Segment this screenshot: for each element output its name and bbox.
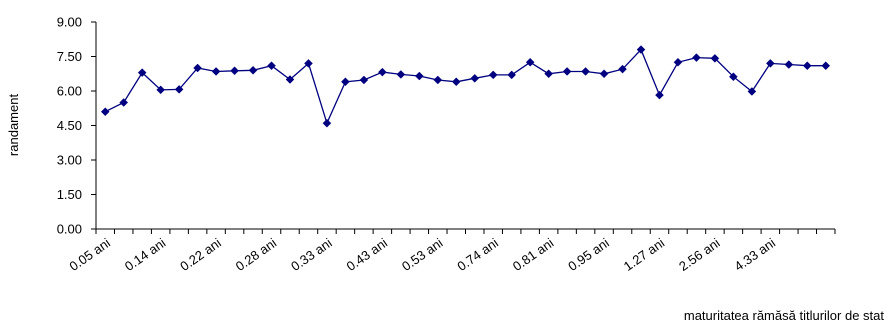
y-tick-label: 9.00 bbox=[57, 15, 82, 30]
x-tick-label: 0.28 ani bbox=[233, 235, 280, 274]
y-tick-label: 3.00 bbox=[57, 153, 82, 168]
x-axis-label: maturitatea rămăsă titlurilor de stat bbox=[684, 308, 885, 323]
data-point-marker bbox=[562, 67, 572, 76]
data-point-marker bbox=[821, 61, 831, 71]
x-tick-label: 0.22 ani bbox=[177, 235, 224, 274]
x-tick-label: 0.33 ani bbox=[288, 235, 335, 274]
data-point-marker bbox=[100, 107, 110, 117]
data-point-marker bbox=[193, 63, 202, 73]
data-point-marker bbox=[396, 70, 406, 79]
data-point-marker bbox=[544, 69, 553, 79]
data-point-marker bbox=[507, 70, 517, 80]
data-point-marker bbox=[174, 85, 184, 94]
x-tick-label: 0.05 ani bbox=[66, 235, 113, 274]
data-point-marker bbox=[470, 73, 480, 83]
data-point-marker bbox=[359, 75, 369, 85]
data-point-marker bbox=[341, 77, 350, 87]
data-point-marker bbox=[747, 87, 757, 96]
y-tick-label: 1.50 bbox=[57, 187, 82, 202]
data-point-marker bbox=[285, 75, 295, 84]
y-tick-labels: 0.00 1.50 3.00 4.50 6.00 7.50 9.00 bbox=[57, 15, 82, 237]
data-point-marker bbox=[618, 64, 627, 74]
data-point-marker bbox=[655, 90, 664, 100]
data-point-marker bbox=[710, 53, 720, 63]
data-point-marker bbox=[137, 68, 147, 77]
data-point-marker bbox=[599, 69, 609, 79]
y-axis-label: randament bbox=[6, 94, 21, 157]
data-point-marker bbox=[802, 61, 812, 71]
data-point-marker bbox=[414, 71, 424, 81]
data-point-marker bbox=[692, 53, 701, 63]
data-point-marker bbox=[784, 60, 794, 69]
data-point-marker bbox=[729, 72, 738, 82]
x-tick-label: 0.81 ani bbox=[510, 235, 557, 274]
data-point-marker bbox=[211, 67, 221, 76]
y-tick-label: 4.50 bbox=[57, 118, 82, 133]
x-tick-label: 0.74 ani bbox=[454, 235, 501, 274]
x-tick-label: 1.27 ani bbox=[621, 235, 668, 274]
x-tick-label: 0.95 ani bbox=[565, 235, 612, 274]
y-tick-label: 7.50 bbox=[57, 49, 82, 64]
data-point-marker bbox=[765, 59, 775, 68]
data-point-marker bbox=[525, 57, 535, 67]
data-point-marker bbox=[673, 57, 683, 67]
data-point-marker bbox=[378, 67, 387, 77]
data-point-marker bbox=[322, 118, 332, 128]
data-point-marker bbox=[267, 61, 276, 71]
y-tick-label: 0.00 bbox=[57, 222, 82, 237]
data-point-marker bbox=[581, 67, 590, 76]
x-tick-label: 0.43 ani bbox=[344, 235, 391, 274]
series-line bbox=[104, 48, 826, 126]
chart-series bbox=[100, 45, 831, 128]
data-point-marker bbox=[304, 59, 313, 68]
data-point-marker bbox=[248, 65, 258, 75]
x-tick-label: 0.14 ani bbox=[122, 235, 169, 274]
data-point-marker bbox=[636, 45, 646, 54]
data-point-marker bbox=[488, 70, 498, 80]
x-tick-label: 4.33 ani bbox=[732, 235, 779, 274]
y-tick-label: 6.00 bbox=[57, 84, 82, 99]
x-tick-labels: 0.05 ani 0.14 ani 0.22 ani 0.28 ani 0.33 ani… bbox=[66, 235, 778, 274]
chart-axes bbox=[91, 21, 836, 234]
data-point-marker bbox=[119, 98, 129, 107]
data-point-marker bbox=[156, 85, 166, 95]
x-tick-label: 0.53 ani bbox=[399, 235, 446, 274]
data-point-marker bbox=[451, 77, 461, 87]
data-point-marker bbox=[230, 66, 239, 76]
data-point-marker bbox=[433, 75, 443, 85]
x-tick-label: 2.56 ani bbox=[676, 235, 723, 274]
